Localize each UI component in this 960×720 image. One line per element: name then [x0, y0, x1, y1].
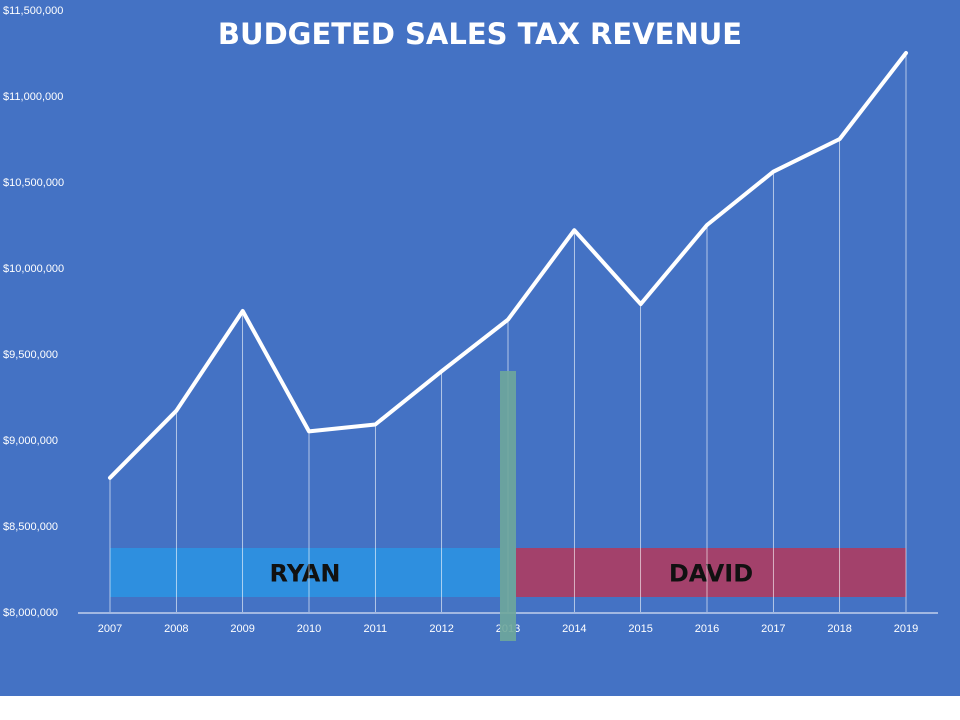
term-divider [500, 371, 516, 641]
x-tick-label: 2008 [164, 623, 188, 635]
x-tick-label: 2007 [98, 623, 122, 635]
band-ryan [110, 548, 500, 597]
x-tick-label: 2010 [297, 623, 321, 635]
band-label-ryan: RYAN [270, 560, 341, 588]
x-axis-ticks: 2007200820092010201120122013201420152016… [98, 623, 918, 635]
x-tick-label: 2009 [230, 623, 254, 635]
x-tick-label: 2017 [761, 623, 785, 635]
y-axis-ticks: $8,000,000 $8,500,000 $9,000,000 $9,500,000… [3, 5, 64, 619]
sales-tax-chart: BUDGETED SALES TAX REVENUE RYAN DAVID $8,… [3, 5, 938, 641]
x-tick-label: 2011 [364, 623, 388, 635]
y-tick-label: $10,000,000 [3, 263, 64, 275]
chart-title: BUDGETED SALES TAX REVENUE [218, 17, 742, 51]
x-tick-label: 2018 [827, 623, 851, 635]
x-tick-label: 2015 [628, 623, 652, 635]
y-tick-label: $9,000,000 [3, 435, 58, 447]
y-tick-label: $8,500,000 [3, 521, 58, 533]
y-tick-label: $11,500,000 [3, 5, 63, 17]
chart-area: BUDGETED SALES TAX REVENUE RYAN DAVID $8,… [0, 0, 960, 696]
y-tick-label: $11,000,000 [3, 91, 63, 103]
revenue-line [108, 51, 908, 480]
x-tick-label: 2012 [429, 623, 453, 635]
x-tick-label: 2019 [894, 623, 918, 635]
band-label-david: DAVID [669, 560, 753, 588]
x-tick-label: 2016 [695, 623, 719, 635]
x-tick-label: 2014 [562, 623, 586, 635]
y-tick-label: $8,000,000 [3, 607, 58, 619]
y-tick-label: $9,500,000 [3, 349, 58, 361]
y-tick-label: $10,500,000 [3, 177, 64, 189]
term-bands: RYAN DAVID [110, 548, 906, 597]
band-david [516, 548, 906, 597]
drop-lines [109, 53, 907, 612]
